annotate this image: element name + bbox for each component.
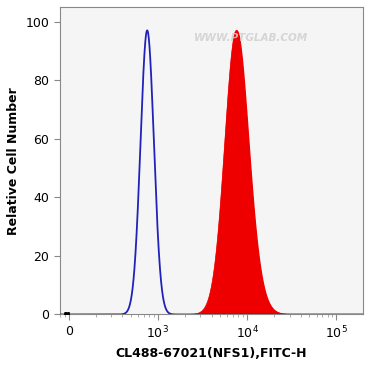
Text: WWW.PTGLAB.COM: WWW.PTGLAB.COM [194,33,308,43]
Y-axis label: Relative Cell Number: Relative Cell Number [7,87,20,235]
X-axis label: CL488-67021(NFS1),FITC-H: CL488-67021(NFS1),FITC-H [116,347,307,360]
